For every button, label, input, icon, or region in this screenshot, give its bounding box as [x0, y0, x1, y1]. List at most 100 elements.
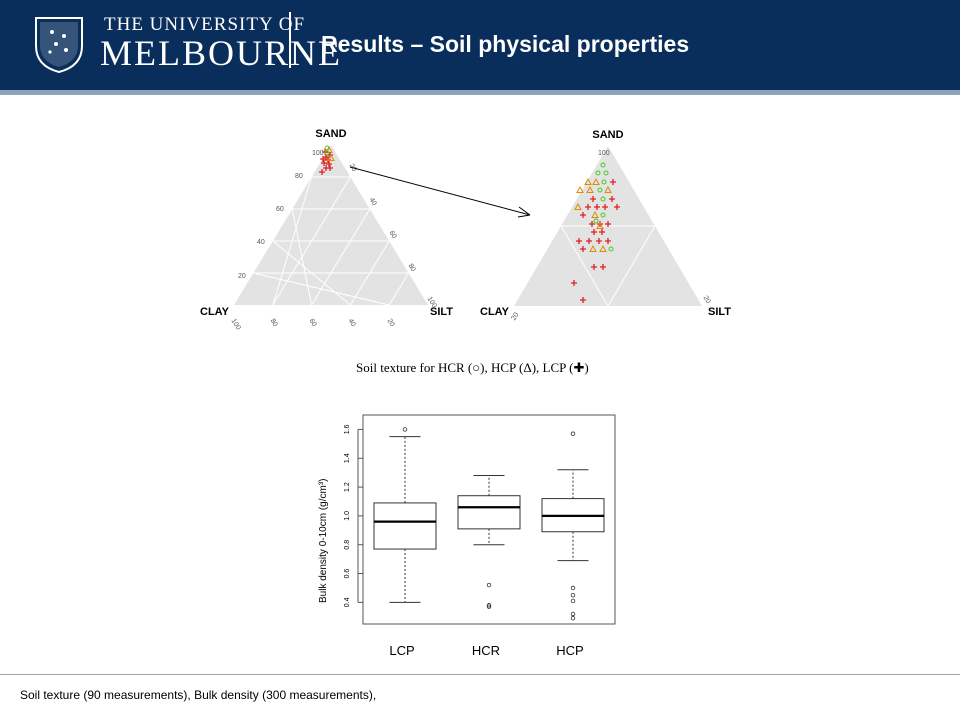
lcp-marker [605, 221, 611, 227]
zoom-arrow-line [349, 166, 531, 216]
lcp-marker [323, 165, 329, 171]
university-name-line1: THE UNIVERSITY OF [104, 14, 306, 35]
plot-frame [362, 414, 616, 625]
header-divider [289, 12, 291, 68]
hcp-marker [599, 244, 607, 252]
x-category-label: HCP [556, 643, 583, 658]
ternary-gridline [349, 240, 390, 306]
box-hcr [457, 475, 521, 609]
vertex-label-clay-zoomed: CLAY [480, 306, 510, 318]
lcp-marker [580, 212, 586, 218]
hcp-marker [592, 177, 600, 185]
lcp-marker [321, 160, 327, 166]
y-tick-label: 1.0 [344, 511, 351, 521]
box-hcp [541, 431, 605, 621]
hcp-marker [576, 185, 584, 193]
left-tick-20: 20 [238, 273, 246, 280]
header-bar: THE UNIVERSITY OF MELBOURNE Results – So… [0, 0, 960, 90]
page-title: Results – Soil physical properties [321, 31, 690, 57]
lcp-marker [605, 238, 611, 244]
left-tick-80: 80 [295, 173, 303, 180]
outlier-point [486, 604, 492, 609]
outlier-point [570, 611, 576, 617]
university-name-line2: MELBOURNE [100, 33, 342, 73]
hcr-marker [593, 218, 599, 224]
y-axis-label: Bulk density 0-10cm (g/cm³) [318, 479, 329, 603]
vertex-label-sand: SAND [315, 128, 346, 140]
right-tick-100: 100 [426, 296, 438, 310]
hcr-marker [595, 170, 601, 176]
footer-divider [0, 674, 960, 675]
lcp-marker [590, 196, 596, 202]
ternary-gridline [311, 208, 371, 306]
lcp-marker [600, 264, 606, 270]
outlier-point [570, 592, 576, 598]
outlier-point [570, 598, 576, 604]
outlier-point [570, 431, 576, 436]
lcp-marker [599, 229, 605, 235]
lcp-marker [597, 221, 603, 227]
ternary-gridline [253, 272, 390, 306]
y-tick-label: 0.8 [344, 540, 351, 550]
hcr-marker [600, 212, 606, 218]
footer-note: Soil texture (90 measurements), Bulk den… [20, 688, 377, 702]
lcp-marker [591, 264, 597, 270]
lcp-marker [602, 204, 608, 210]
lcp-marker [326, 161, 332, 167]
ternary-gridline [560, 225, 609, 307]
bottom-tick-40: 40 [347, 318, 357, 328]
lcp-marker [614, 204, 620, 210]
hcp-marker [604, 185, 612, 193]
ternary-gridline [272, 176, 351, 306]
vertex-label-clay: CLAY [200, 306, 230, 318]
ternary-gridline [607, 225, 656, 307]
outlier-point [570, 616, 576, 621]
lcp-marker [322, 149, 328, 155]
outlier-point [570, 585, 576, 591]
y-tick-label: 1.2 [344, 482, 351, 492]
bottom-tick-20: 20 [386, 318, 396, 328]
right-tick-40: 40 [368, 197, 378, 207]
right-tick-60: 60 [388, 230, 398, 240]
bottom-tick-60: 60 [308, 318, 318, 328]
y-tick-label: 0.4 [344, 597, 351, 607]
right-tick-20: 20 [348, 163, 358, 173]
interquartile-box [457, 495, 521, 530]
university-crest-icon [35, 17, 83, 74]
outlier-point [486, 582, 492, 588]
y-tick-label: 1.6 [344, 424, 351, 434]
bottom-tick-100: 100 [230, 318, 242, 332]
lcp-marker [596, 238, 602, 244]
vertex-label-silt: SILT [430, 306, 453, 318]
right-tick-80: 80 [407, 263, 417, 273]
hcr-marker [597, 187, 603, 193]
lcp-marker [325, 157, 331, 163]
lcp-marker [610, 179, 616, 185]
header-accent-line [0, 90, 960, 95]
ternary-caption: Soil texture for HCR (○), HCP (Δ), LCP (… [356, 360, 589, 375]
hcr-marker [601, 179, 607, 185]
left-tick-40: 40 [257, 239, 265, 246]
x-category-label: HCR [472, 643, 500, 658]
vertex-label-silt-zoomed: SILT [708, 306, 731, 318]
hcp-marker [325, 145, 333, 153]
hcp-marker [584, 177, 592, 185]
ternary-gridline [291, 208, 313, 306]
lcp-marker [323, 154, 329, 160]
box-lcp [373, 427, 437, 603]
outlier-point [402, 427, 408, 432]
lcp-marker [585, 204, 591, 210]
lcp-marker [591, 229, 597, 235]
zoom-bottom-tick: 20 [510, 311, 520, 321]
interquartile-box [541, 498, 605, 533]
left-tick-60: 60 [276, 206, 284, 213]
lcp-marker [319, 169, 325, 175]
hcp-marker [589, 244, 597, 252]
hcr-marker [603, 170, 609, 176]
y-tick-label: 1.4 [344, 453, 351, 463]
ternary-triangle-zoomed [514, 146, 702, 306]
outlier-point [486, 603, 492, 608]
lcp-marker [580, 297, 586, 303]
bottom-tick-80: 80 [269, 318, 279, 328]
lcp-marker [327, 152, 333, 158]
